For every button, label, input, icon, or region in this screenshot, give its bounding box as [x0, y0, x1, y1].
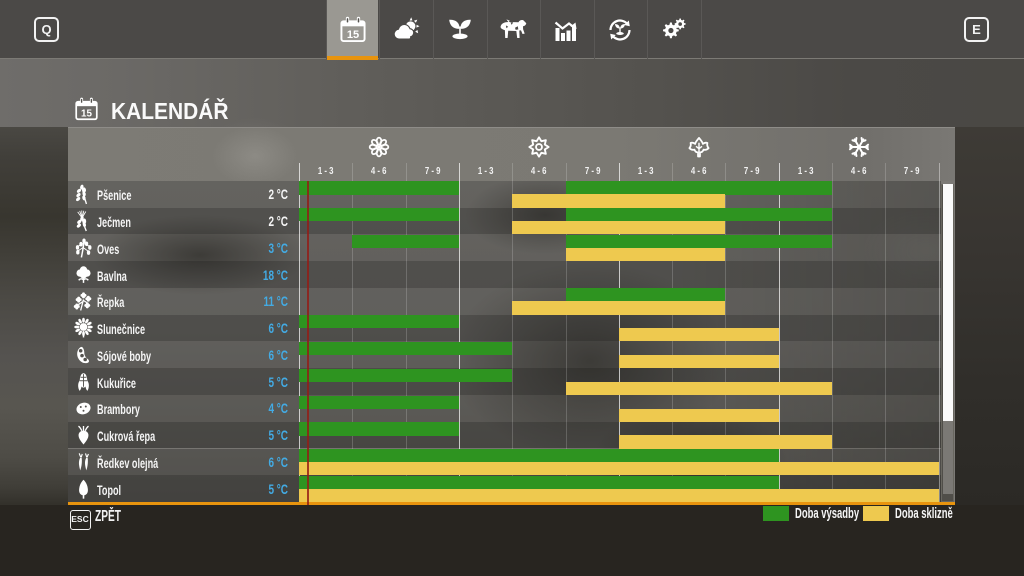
- svg-text:15: 15: [346, 29, 358, 41]
- svg-text:15: 15: [81, 108, 92, 119]
